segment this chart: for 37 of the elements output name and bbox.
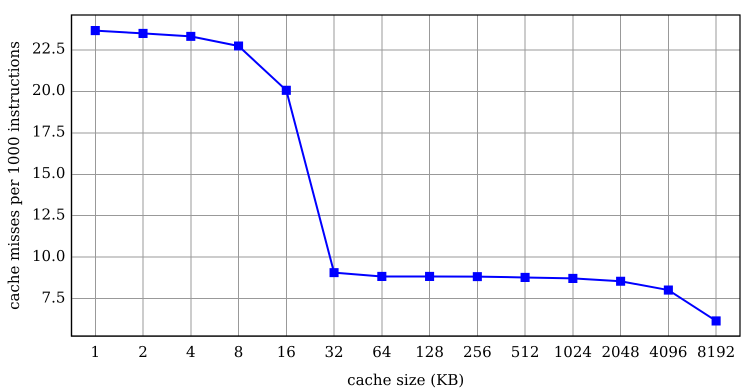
x-tick-label: 2048 <box>602 342 640 361</box>
x-tick-label: 32 <box>324 342 344 361</box>
y-tick-label: 17.5 <box>32 122 66 141</box>
x-tick-label: 64 <box>372 342 392 361</box>
x-tick-label: 16 <box>276 342 296 361</box>
x-axis-title: cache size (KB) <box>347 370 464 389</box>
y-tick-label: 10.0 <box>32 247 66 266</box>
y-tick-label: 20.0 <box>32 81 66 100</box>
point <box>186 32 196 41</box>
x-tick-label: 4096 <box>649 342 688 361</box>
x-tick-label: 8192 <box>697 342 736 361</box>
x-tick-label: 8 <box>234 342 244 361</box>
x-tick-label: 2 <box>138 342 148 361</box>
point <box>138 28 148 38</box>
y-axis-title: cache misses per 1000 instructions <box>4 41 23 310</box>
x-tick-label: 1024 <box>554 342 592 361</box>
x-tick-label: 512 <box>510 342 540 361</box>
x-tick-label: 4 <box>186 342 196 361</box>
point <box>712 316 721 326</box>
point <box>90 26 100 36</box>
point <box>377 272 386 281</box>
x-tick-label: 256 <box>463 342 492 361</box>
y-tick-label: 12.5 <box>32 206 66 224</box>
point <box>330 268 339 278</box>
point <box>520 272 530 282</box>
point <box>664 286 673 295</box>
point <box>568 274 578 283</box>
x-tick-label: 128 <box>415 342 444 361</box>
point <box>616 276 626 286</box>
point <box>472 272 482 282</box>
y-tick-label: 15.0 <box>32 164 66 182</box>
point <box>234 41 244 51</box>
y-tick-label: 7.5 <box>42 288 66 307</box>
y-tick-label: 22.5 <box>32 40 66 58</box>
point <box>425 272 434 281</box>
point <box>282 86 291 95</box>
x-tick-label: 1 <box>90 342 100 361</box>
